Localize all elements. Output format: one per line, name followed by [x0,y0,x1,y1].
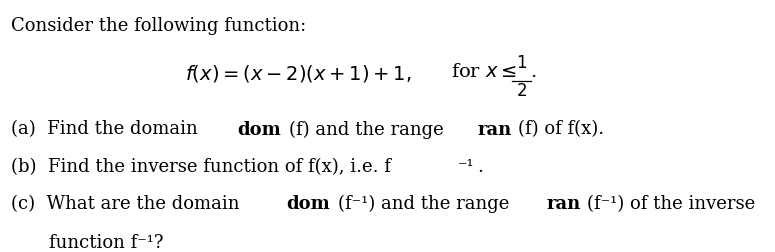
Text: (f⁻¹) and the range: (f⁻¹) and the range [338,195,515,213]
Text: ran: ran [478,120,512,139]
Text: ⁻¹: ⁻¹ [458,158,474,176]
Text: .: . [477,158,484,176]
Text: for $x \leq$: for $x \leq$ [450,62,517,81]
Text: (f⁻¹) of the inverse: (f⁻¹) of the inverse [587,195,755,213]
Text: ran: ran [546,195,581,213]
Text: dom: dom [287,195,330,213]
Text: $2$: $2$ [516,83,527,100]
Text: (a)  Find the domain: (a) Find the domain [11,120,203,139]
Text: .: . [531,62,537,81]
Text: (c)  What are the domain: (c) What are the domain [11,195,245,213]
Text: Consider the following function:: Consider the following function: [11,17,306,35]
Text: (b)  Find the inverse function of f(x), i.e. f: (b) Find the inverse function of f(x), i… [11,158,391,176]
Text: dom: dom [237,120,281,139]
Text: (f) and the range: (f) and the range [289,120,450,139]
Text: $f(x) = (x - 2)(x + 1) + 1,$: $f(x) = (x - 2)(x + 1) + 1,$ [185,62,412,84]
Text: $1$: $1$ [516,55,527,72]
Text: function f⁻¹?: function f⁻¹? [50,234,164,252]
Text: (f) of f(x).: (f) of f(x). [518,120,604,139]
